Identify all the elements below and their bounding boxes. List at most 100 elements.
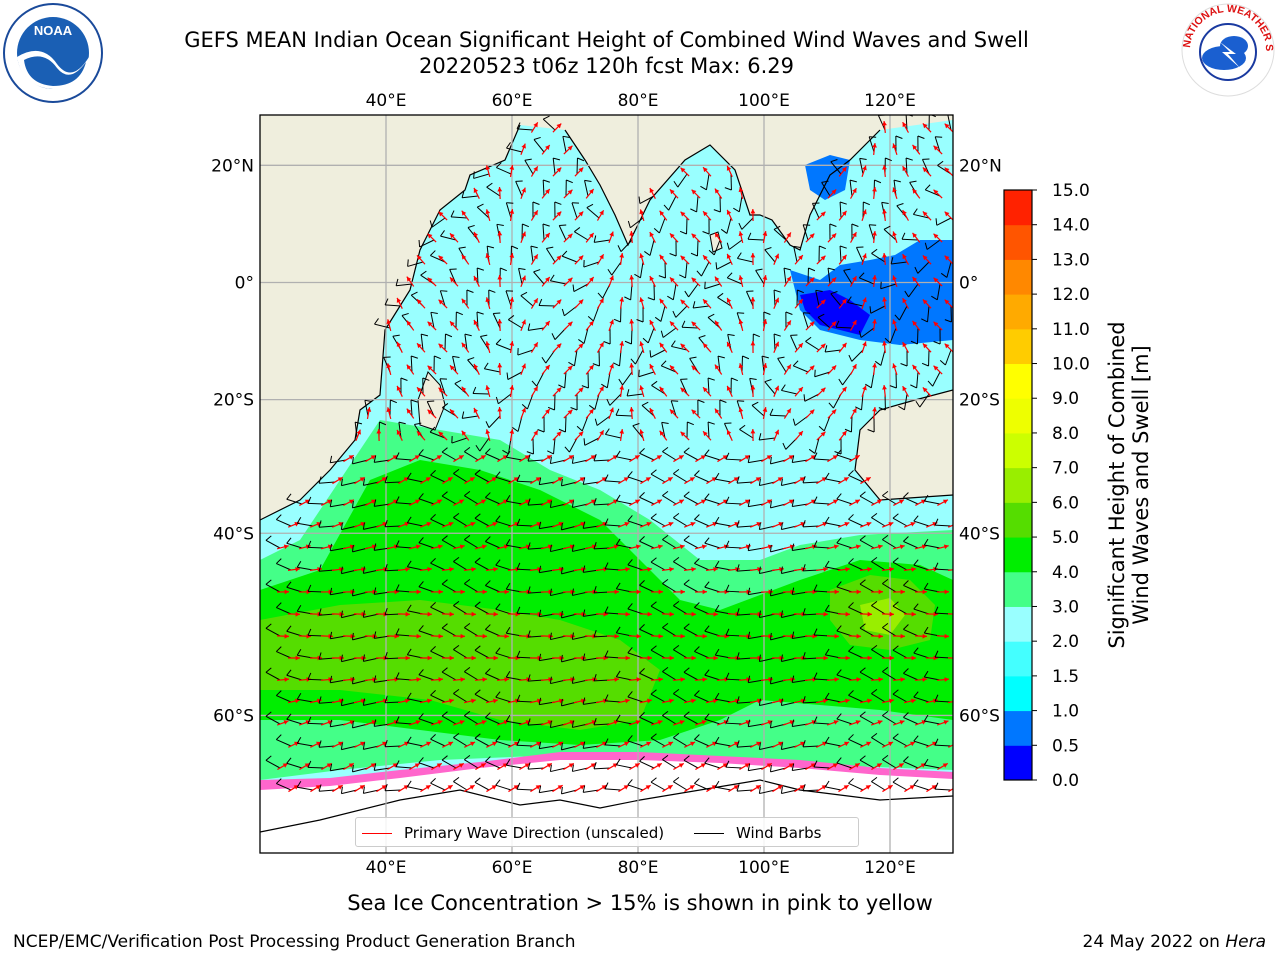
- wind-barb-flag: [893, 179, 901, 183]
- wind-barb-flag: [913, 647, 919, 654]
- wave-arrow-head: [545, 365, 550, 370]
- wave-arrow-head: [799, 785, 805, 790]
- wind-barb: [484, 368, 501, 373]
- wind-barb: [319, 481, 336, 484]
- wind-barb-flag: [704, 669, 710, 676]
- wave-arrow-head: [614, 633, 619, 639]
- colorbar-segment: [1004, 606, 1032, 642]
- wind-barb-flag: [815, 289, 823, 292]
- wind-barb-flag: [824, 648, 830, 656]
- wave-arrow-head: [394, 589, 399, 595]
- wave-arrow-head: [485, 297, 491, 303]
- wind-barb: [307, 722, 325, 725]
- wave-arrow-head: [832, 763, 838, 768]
- footer-machine: Hera: [1225, 932, 1266, 952]
- wave-arrow-head: [798, 343, 803, 349]
- wind-barb: [882, 759, 897, 769]
- wind-barb: [330, 503, 347, 508]
- wind-barb-flag: [639, 580, 645, 586]
- wave-arrow-head: [668, 522, 674, 527]
- wind-barb-flag: [527, 674, 531, 682]
- wind-barb: [825, 478, 842, 483]
- wind-barb-flag: [411, 291, 418, 296]
- wave-arrow-head: [669, 321, 675, 327]
- wind-barb-flag: [923, 626, 929, 634]
- wind-barb: [364, 400, 369, 417]
- wind-barb-flag: [604, 428, 610, 435]
- wind-barb-flag: [318, 740, 322, 748]
- wave-arrow-head: [841, 430, 847, 436]
- wave-arrow-head: [855, 544, 861, 550]
- wave-arrow: [947, 569, 953, 571]
- wind-barb-flag: [830, 290, 838, 295]
- wind-barb: [307, 502, 325, 505]
- wind-barb: [474, 561, 490, 571]
- wave-arrow-head: [609, 363, 614, 369]
- wind-barb: [689, 358, 699, 373]
- wave-arrow-head: [635, 720, 641, 725]
- wave-arrow-head: [774, 385, 780, 391]
- wind-barb: [650, 781, 666, 791]
- wind-barb: [717, 297, 732, 307]
- wave-arrow-head: [567, 365, 573, 371]
- wind-barb-flag: [663, 204, 670, 211]
- wind-barb: [892, 737, 908, 747]
- wind-barb: [696, 239, 699, 257]
- wind-barb: [533, 271, 545, 285]
- wave-arrow-head: [567, 409, 573, 415]
- wave-arrow-head: [449, 655, 454, 661]
- wind-barb-flag: [606, 398, 611, 406]
- wave-arrow-head: [315, 785, 321, 790]
- wind-barb: [870, 305, 886, 314]
- wind-barb-flag: [551, 333, 556, 340]
- wind-barb-flag: [395, 452, 400, 460]
- wind-barb: [297, 786, 314, 791]
- wind-barb: [352, 635, 369, 641]
- wave-arrow-head: [831, 409, 837, 415]
- wave-arrow-head: [513, 477, 519, 482]
- wave-arrow-head: [370, 499, 376, 504]
- wind-barb-flag: [617, 245, 622, 252]
- wind-barb-flag: [395, 540, 400, 548]
- wind-barb: [485, 717, 501, 725]
- wind-barb: [814, 437, 820, 454]
- wind-barb-flag: [747, 455, 751, 463]
- wind-barb: [827, 268, 831, 285]
- wave-arrow-head: [922, 211, 928, 217]
- colorbar-tick-label: 13.0: [1052, 250, 1090, 270]
- wind-barb: [528, 767, 545, 770]
- wind-barb: [688, 283, 699, 298]
- wind-barb: [552, 158, 556, 175]
- wind-barb-flag: [892, 777, 899, 783]
- colorbar-segment: [1004, 294, 1032, 330]
- wind-barb-flag: [543, 179, 550, 183]
- wave-arrow-head: [766, 763, 772, 768]
- wind-barb: [286, 718, 303, 725]
- wind-barb-flag: [654, 316, 662, 322]
- wind-barb-flag: [505, 450, 511, 458]
- wave-arrow-head: [599, 298, 604, 304]
- wind-barb-flag: [406, 560, 412, 567]
- wind-barb: [363, 745, 380, 750]
- wind-barb: [319, 789, 336, 792]
- wind-barb-flag: [679, 274, 686, 279]
- wind-barb: [616, 720, 633, 725]
- wind-barb-flag: [921, 362, 929, 367]
- wind-barb-flag: [859, 711, 866, 717]
- wave-arrow-head: [867, 567, 872, 572]
- wind-barb-flag: [871, 688, 878, 695]
- wind-barb: [859, 715, 875, 725]
- wind-barb: [715, 742, 732, 747]
- wind-barb-flag: [649, 350, 652, 358]
- wave-arrow-head: [902, 386, 907, 392]
- wind-barb-flag: [694, 690, 700, 696]
- wind-barb: [542, 179, 545, 197]
- wave-arrow-head: [533, 122, 538, 128]
- wind-barb-flag: [441, 755, 448, 761]
- wind-barb: [764, 381, 776, 395]
- lat-tick-label-left: 20°S: [213, 391, 254, 411]
- wind-barb-flag: [474, 689, 481, 695]
- wave-arrow-head: [902, 166, 907, 172]
- wind-barb: [384, 745, 402, 748]
- wave-arrow-head: [639, 429, 644, 435]
